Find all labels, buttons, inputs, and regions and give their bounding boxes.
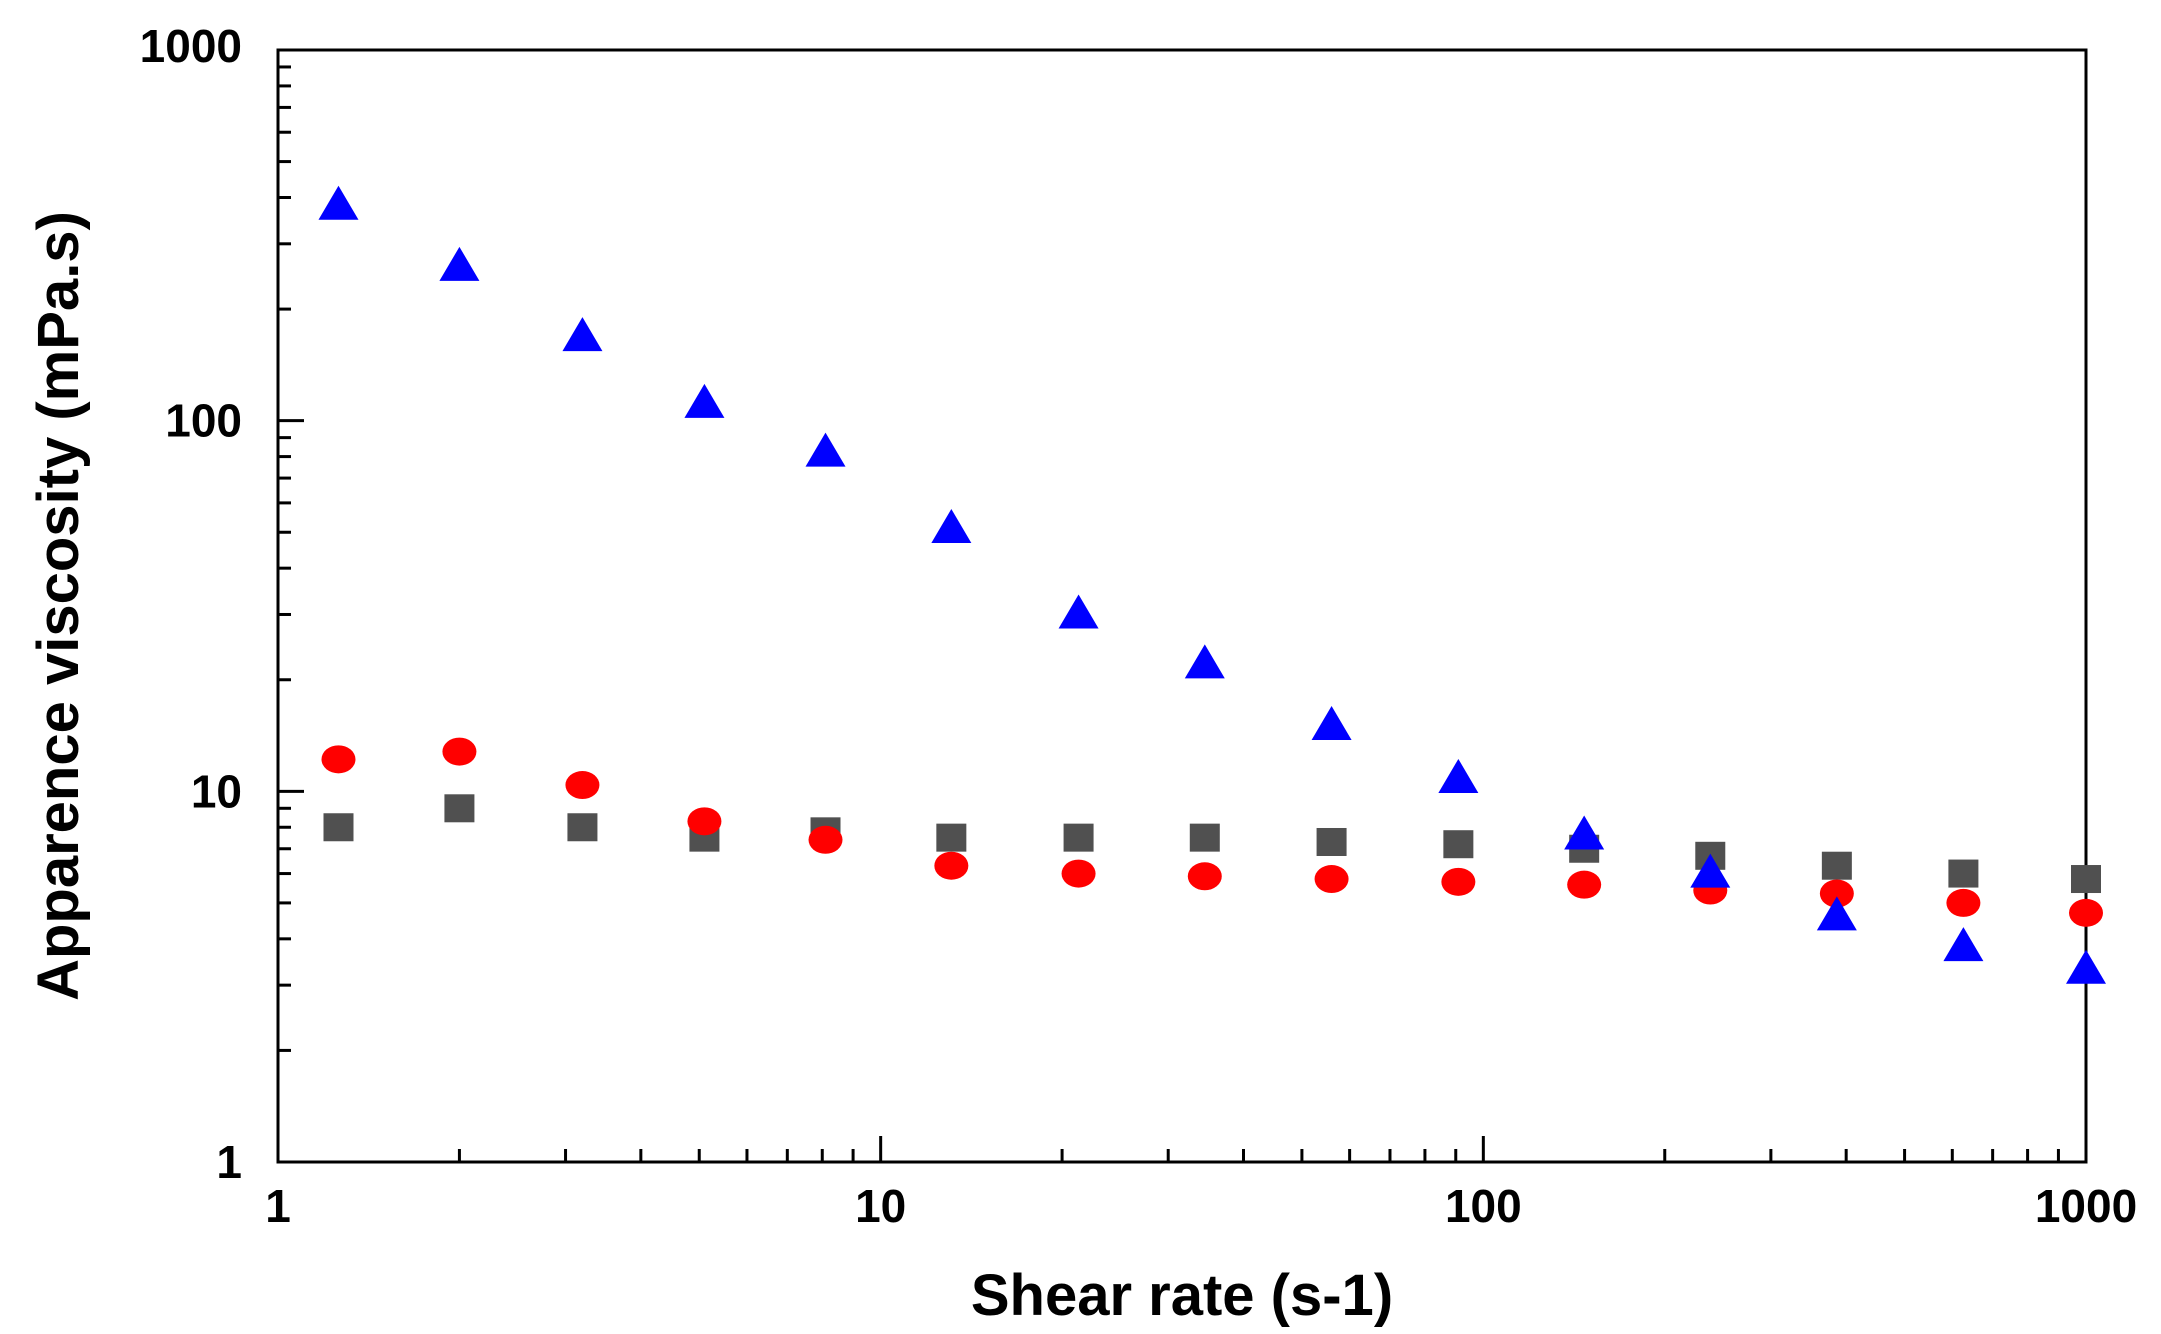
- triangle-marker: [318, 185, 359, 220]
- triangle-marker: [1058, 594, 1099, 629]
- triangle-marker: [1311, 706, 1352, 741]
- square-marker: [567, 813, 598, 842]
- triangle-marker: [684, 383, 725, 418]
- axis-ticks: [276, 65, 2060, 1164]
- circle-marker: [1946, 888, 1981, 917]
- triangle-marker: [1943, 927, 1984, 962]
- x-tick-label: 1000: [2035, 1180, 2137, 1232]
- circle-marker: [321, 745, 356, 774]
- triangle-marker: [439, 246, 480, 281]
- circle-marker: [808, 825, 843, 854]
- triangle-marker: [1690, 853, 1731, 888]
- circle-marker: [1061, 859, 1096, 888]
- axis-tick-labels: 1 10 100 1000 1 10 100 1000: [140, 20, 2138, 1232]
- circle-marker: [934, 851, 969, 880]
- triangle-marker: [562, 317, 603, 352]
- square-marker: [1821, 851, 1852, 880]
- data-markers: [318, 185, 2106, 984]
- square-marker: [1443, 830, 1474, 859]
- y-tick-label: 100: [165, 395, 242, 447]
- square-marker: [444, 794, 475, 823]
- triangle-marker: [1564, 815, 1605, 850]
- square-marker: [936, 823, 967, 852]
- triangle-marker: [1816, 896, 1857, 931]
- triangle-marker: [931, 509, 972, 544]
- square-marker: [323, 813, 354, 842]
- circle-marker: [442, 737, 477, 766]
- circle-marker: [565, 771, 600, 800]
- y-tick-label: 10: [191, 765, 242, 817]
- square-marker: [1316, 827, 1347, 856]
- y-tick-label: 1000: [140, 20, 242, 72]
- square-marker: [2071, 865, 2101, 894]
- triangle-marker: [1438, 758, 1479, 793]
- circle-marker: [1441, 867, 1476, 896]
- y-axis-title: Apparence viscosity (mPa.s): [26, 211, 91, 1001]
- circle-marker: [1567, 870, 1602, 899]
- circle-marker: [1187, 862, 1222, 891]
- plot-frame: [276, 48, 2088, 1164]
- x-tick-label: 10: [855, 1180, 906, 1232]
- circle-marker: [2069, 898, 2103, 927]
- triangle-marker: [805, 432, 846, 467]
- square-marker: [1189, 823, 1220, 852]
- x-tick-label: 1: [265, 1180, 291, 1232]
- square-marker: [1948, 859, 1979, 888]
- y-tick-label: 1: [216, 1136, 242, 1188]
- circle-marker: [1819, 879, 1854, 908]
- x-axis-title: Shear rate (s-1): [971, 1263, 1393, 1328]
- triangle-marker: [2066, 949, 2106, 984]
- circle-marker: [687, 807, 722, 836]
- square-marker: [1063, 823, 1094, 852]
- triangle-marker: [1184, 644, 1225, 679]
- circle-marker: [1314, 865, 1349, 894]
- x-tick-label: 100: [1445, 1180, 1522, 1232]
